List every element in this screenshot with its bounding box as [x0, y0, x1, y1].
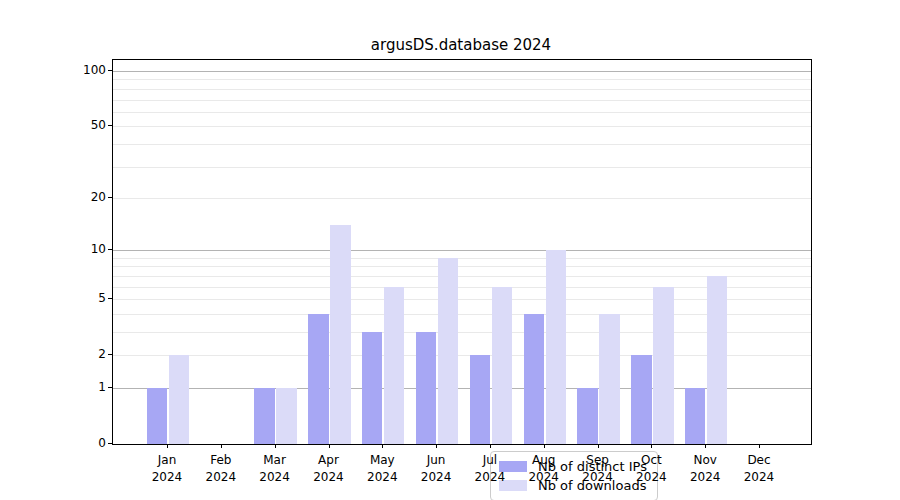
gridline-y-10 [113, 250, 811, 251]
x-tick-mark-apr [329, 444, 330, 448]
gridline-y-9 [113, 258, 811, 259]
x-tick-mark-oct [651, 444, 652, 448]
bar-distinct-ips-apr [308, 314, 328, 444]
x-tick-mark-dec [759, 444, 760, 448]
bar-distinct-ips-may [362, 332, 382, 444]
chart-title: argusDS.database 2024 [112, 36, 810, 54]
gridline-y-70 [113, 100, 811, 101]
y-tick-label-5: 5 [58, 291, 106, 305]
y-tick-label-10: 10 [58, 242, 106, 256]
bar-downloads-apr [330, 225, 350, 444]
gridline-y-90 [113, 79, 811, 80]
gridline-y-40 [113, 144, 811, 145]
y-tick-mark-0 [108, 443, 112, 444]
bar-downloads-mar [276, 388, 296, 444]
x-tick-mark-nov [705, 444, 706, 448]
y-tick-mark-1 [108, 387, 112, 388]
bar-downloads-may [384, 287, 404, 444]
bar-downloads-jun [438, 258, 458, 444]
gridline-y-50 [113, 126, 811, 127]
bar-distinct-ips-mar [254, 388, 274, 444]
x-tick-mark-jul [490, 444, 491, 448]
bar-downloads-nov [707, 276, 727, 444]
x-tick-mark-may [382, 444, 383, 448]
gridline-y-30 [113, 167, 811, 168]
bar-downloads-sep [599, 314, 619, 444]
y-tick-label-0: 0 [58, 436, 106, 450]
bar-distinct-ips-jun [416, 332, 436, 444]
y-tick-label-1: 1 [58, 380, 106, 394]
gridline-y-60 [113, 112, 811, 113]
y-tick-label-50: 50 [58, 118, 106, 132]
y-tick-label-100: 100 [58, 63, 106, 77]
bar-distinct-ips-jul [470, 355, 490, 444]
y-tick-mark-50 [108, 125, 112, 126]
x-tick-mark-feb [221, 444, 222, 448]
x-tick-mark-jan [167, 444, 168, 448]
y-tick-mark-100 [108, 70, 112, 71]
bar-downloads-jul [492, 287, 512, 444]
y-tick-mark-10 [108, 249, 112, 250]
y-tick-mark-5 [108, 298, 112, 299]
x-tick-label-dec: Dec2024 [727, 452, 791, 486]
chart-figure: argusDS.database 2024 Nb of distinct IPs… [0, 0, 900, 500]
bar-downloads-oct [653, 287, 673, 444]
y-tick-mark-20 [108, 197, 112, 198]
gridline-y-100 [113, 71, 811, 72]
x-tick-mark-sep [598, 444, 599, 448]
gridline-y-20 [113, 198, 811, 199]
gridline-y-8 [113, 266, 811, 267]
gridline-y-80 [113, 89, 811, 90]
bar-downloads-aug [546, 250, 566, 444]
y-tick-mark-2 [108, 354, 112, 355]
bar-distinct-ips-nov [685, 388, 705, 444]
bar-distinct-ips-sep [577, 388, 597, 444]
bar-distinct-ips-jan [147, 388, 167, 444]
x-tick-mark-aug [544, 444, 545, 448]
y-tick-label-20: 20 [58, 190, 106, 204]
bar-downloads-jan [169, 355, 189, 444]
y-tick-label-2: 2 [58, 347, 106, 361]
x-tick-mark-jun [436, 444, 437, 448]
bar-distinct-ips-aug [524, 314, 544, 444]
plot-area: Nb of distinct IPs Nb of downloads [112, 59, 812, 445]
bar-distinct-ips-oct [631, 355, 651, 444]
x-tick-mark-mar [275, 444, 276, 448]
